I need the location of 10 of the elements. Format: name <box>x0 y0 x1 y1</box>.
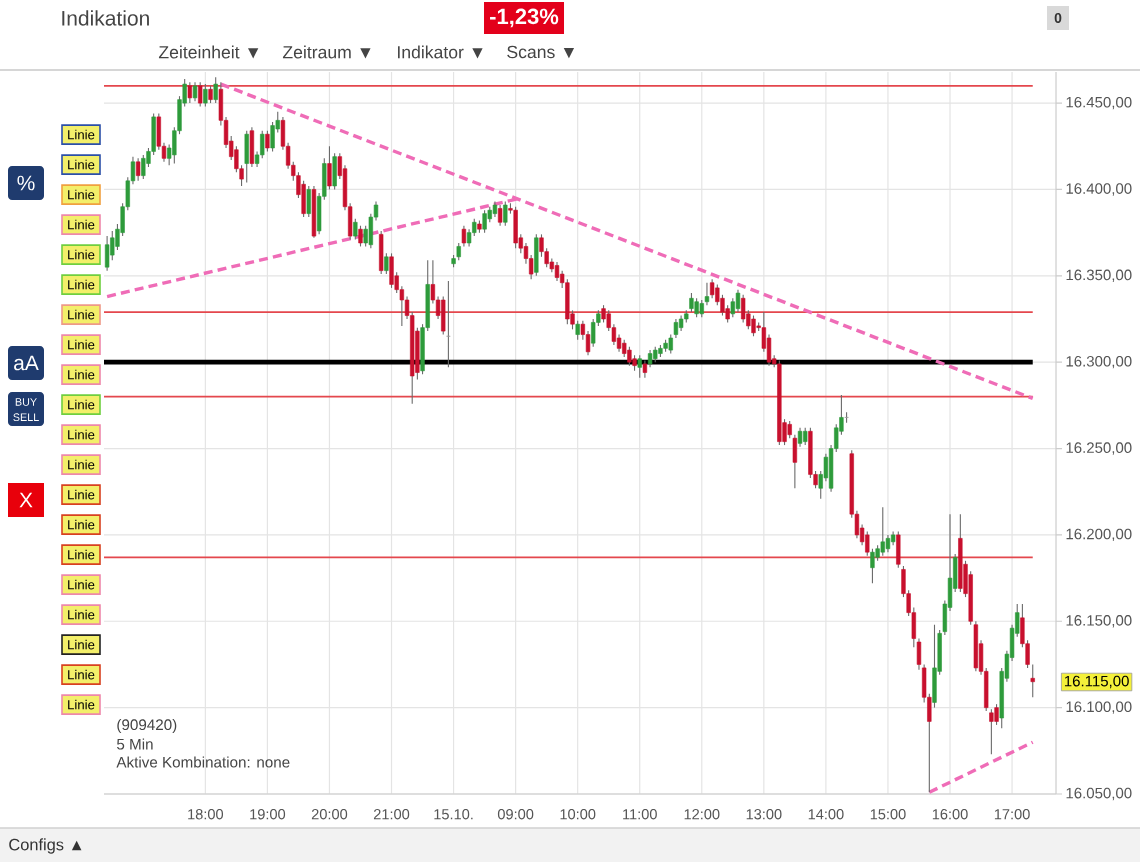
text: Zeitraum ▼ <box>282 45 371 59</box>
chart-title: Indikation <box>62 10 149 26</box>
text: Configs ▲ <box>9 838 82 854</box>
text: Indikator ▼ <box>398 45 483 59</box>
text: aA <box>14 355 39 371</box>
text: X <box>19 492 33 508</box>
text: % <box>17 175 35 191</box>
text: -1,23% <box>490 8 559 28</box>
text: Zeiteinheit ▼ <box>158 45 259 59</box>
text: Scans ▼ <box>507 45 575 59</box>
